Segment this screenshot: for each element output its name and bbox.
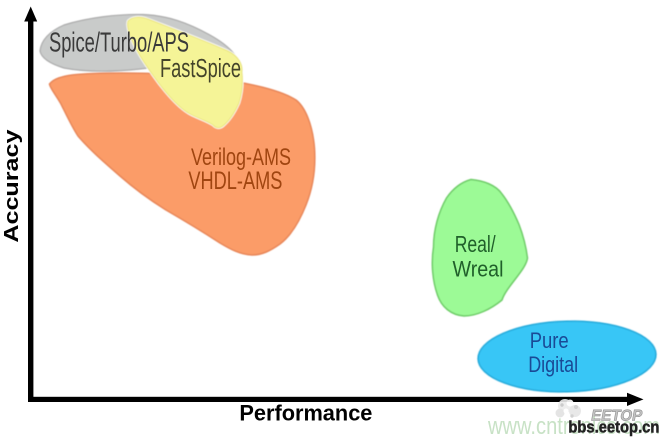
svg-text:Spice/Turbo/APS: Spice/Turbo/APS [49,27,189,58]
svg-text:Digital: Digital [528,352,578,377]
svg-text:Performance: Performance [239,401,372,426]
svg-text:www.cntronics.com: www.cntronics.com [487,413,660,440]
svg-text:bbs.eetop.cn: bbs.eetop.cn [568,419,659,437]
svg-text:EETOP: EETOP [590,407,644,424]
svg-text:Real/: Real/ [455,231,496,257]
svg-text:Wreal: Wreal [453,256,504,281]
svg-text:Verilog-AMS: Verilog-AMS [191,144,291,171]
svg-text:EETOP: EETOP [590,407,644,424]
svg-text:FastSpice: FastSpice [160,53,241,83]
svg-text:Accuracy: Accuracy [1,129,23,243]
svg-text:Pure: Pure [530,328,569,353]
svg-text:VHDL-AMS: VHDL-AMS [188,167,282,195]
